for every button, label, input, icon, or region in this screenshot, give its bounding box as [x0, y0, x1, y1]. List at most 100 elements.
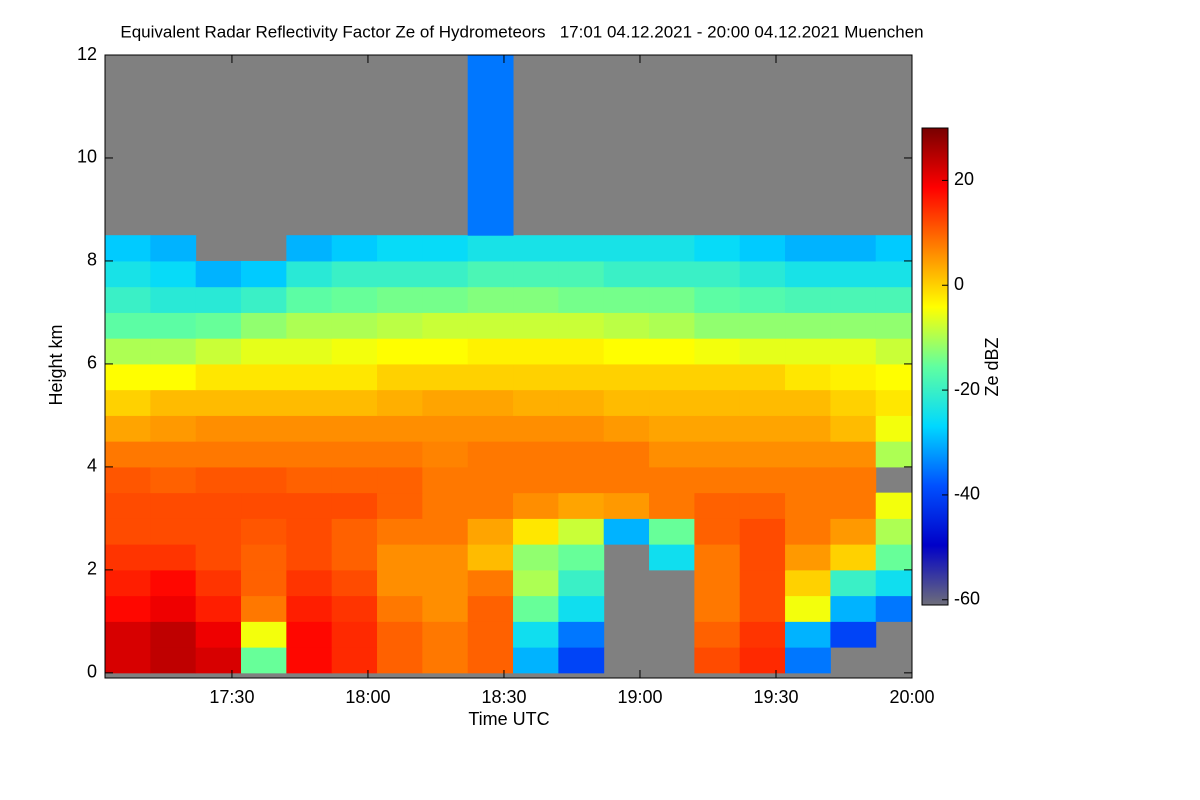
heatmap-cell	[377, 389, 423, 416]
heatmap-cell	[195, 389, 242, 416]
heatmap-cell	[422, 286, 469, 313]
heatmap-cell	[694, 363, 741, 391]
heatmap-cell	[875, 544, 913, 571]
heatmap-cell	[513, 235, 559, 262]
heatmap-cell	[331, 595, 378, 622]
heatmap-cell	[649, 286, 695, 313]
heatmap-cell	[694, 441, 741, 468]
heatmap-cell	[241, 338, 287, 365]
heatmap-cell	[422, 415, 469, 442]
heatmap-cell	[467, 415, 514, 442]
heatmap-cell	[467, 569, 514, 597]
heatmap-cell	[649, 441, 695, 468]
heatmap-cell	[739, 569, 786, 597]
heatmap-cell	[830, 389, 877, 416]
heatmap-cell	[558, 312, 605, 339]
heatmap-cell	[785, 441, 831, 468]
heatmap-cell	[739, 389, 786, 416]
heatmap-cell	[513, 647, 559, 674]
heatmap-cell	[467, 286, 514, 313]
heatmap-cell	[739, 544, 786, 571]
heatmap-cell	[467, 518, 514, 545]
heatmap-cell	[649, 415, 695, 442]
heatmap-cell	[331, 647, 378, 674]
heatmap-cell	[331, 518, 378, 545]
heatmap-cell	[649, 312, 695, 339]
heatmap-cell	[241, 569, 287, 597]
heatmap-cell	[331, 492, 378, 519]
plot-area: 0 2 4 6 8 10 12 17:30 18:00 18:30 19:00 19:30 20:00	[77, 44, 935, 707]
heatmap-cell	[694, 389, 741, 416]
heatmap-cell	[694, 544, 741, 571]
heatmap-cell	[422, 441, 469, 468]
heatmap-cell	[241, 441, 287, 468]
heatmap-cell	[105, 647, 151, 674]
heatmap-cell	[105, 621, 151, 648]
heatmap-cell	[830, 441, 877, 468]
heatmap-cell	[150, 415, 197, 442]
heatmap-cell	[286, 312, 333, 339]
heatmap-cell	[331, 544, 378, 571]
heatmap-cell	[331, 389, 378, 416]
heatmap-cell	[286, 441, 333, 468]
heatmap-cell	[513, 544, 559, 571]
heatmap-cell	[694, 518, 741, 545]
heatmap-cell	[785, 544, 831, 571]
heatmap-cell	[195, 441, 242, 468]
heatmap-cell	[241, 466, 287, 494]
x-tick-label: 18:00	[345, 687, 390, 707]
heatmap-cell	[467, 338, 514, 365]
heatmap-cell	[694, 312, 741, 339]
heatmap-cell	[467, 55, 514, 236]
heatmap-cell	[105, 338, 151, 365]
heatmap-cell	[195, 363, 242, 391]
heatmap-cell	[739, 415, 786, 442]
heatmap-cell	[785, 389, 831, 416]
heatmap-cell	[422, 235, 469, 262]
heatmap-cell	[694, 492, 741, 519]
heatmap-cell	[649, 338, 695, 365]
heatmap-cell	[467, 492, 514, 519]
heatmap-cell	[513, 415, 559, 442]
heatmap-cell	[195, 286, 242, 313]
heatmap-cell	[603, 235, 650, 262]
heatmap-cell	[603, 415, 650, 442]
heatmap-cell	[649, 235, 695, 262]
heatmap-cell	[422, 647, 469, 674]
y-tick-label: 2	[87, 559, 97, 579]
heatmap-cell	[241, 518, 287, 545]
heatmap-cell	[558, 441, 605, 468]
heatmap-cell	[150, 235, 197, 262]
heatmap-cell	[830, 312, 877, 339]
heatmap-cell	[331, 338, 378, 365]
colorbar-label: Ze dBZ	[982, 337, 1002, 396]
heatmap-cell	[241, 647, 287, 674]
heatmap-cell	[286, 595, 333, 622]
heatmap-cell	[422, 518, 469, 545]
heatmap-cell	[785, 260, 831, 288]
heatmap-cell	[739, 441, 786, 468]
heatmap-cell	[603, 441, 650, 468]
heatmap-cell	[558, 415, 605, 442]
heatmap-cell	[513, 260, 559, 288]
heatmap-cell	[422, 621, 469, 648]
heatmap-cell	[513, 466, 559, 494]
colorbar-tick-label: -20	[954, 379, 980, 399]
heatmap-cell	[377, 544, 423, 571]
heatmap-cell	[875, 415, 913, 442]
heatmap-cell	[105, 286, 151, 313]
heatmap-cell	[467, 312, 514, 339]
heatmap-cell	[286, 569, 333, 597]
x-tick-label: 20:00	[889, 687, 934, 707]
heatmap-cell	[513, 441, 559, 468]
heatmap-cell	[241, 312, 287, 339]
heatmap-cell	[694, 621, 741, 648]
heatmap-cell	[694, 569, 741, 597]
heatmap-cell	[150, 518, 197, 545]
heatmap-cell	[150, 466, 197, 494]
heatmap-cell	[830, 492, 877, 519]
heatmap-cell	[785, 235, 831, 262]
heatmap-cell	[377, 286, 423, 313]
heatmap-cell	[513, 286, 559, 313]
